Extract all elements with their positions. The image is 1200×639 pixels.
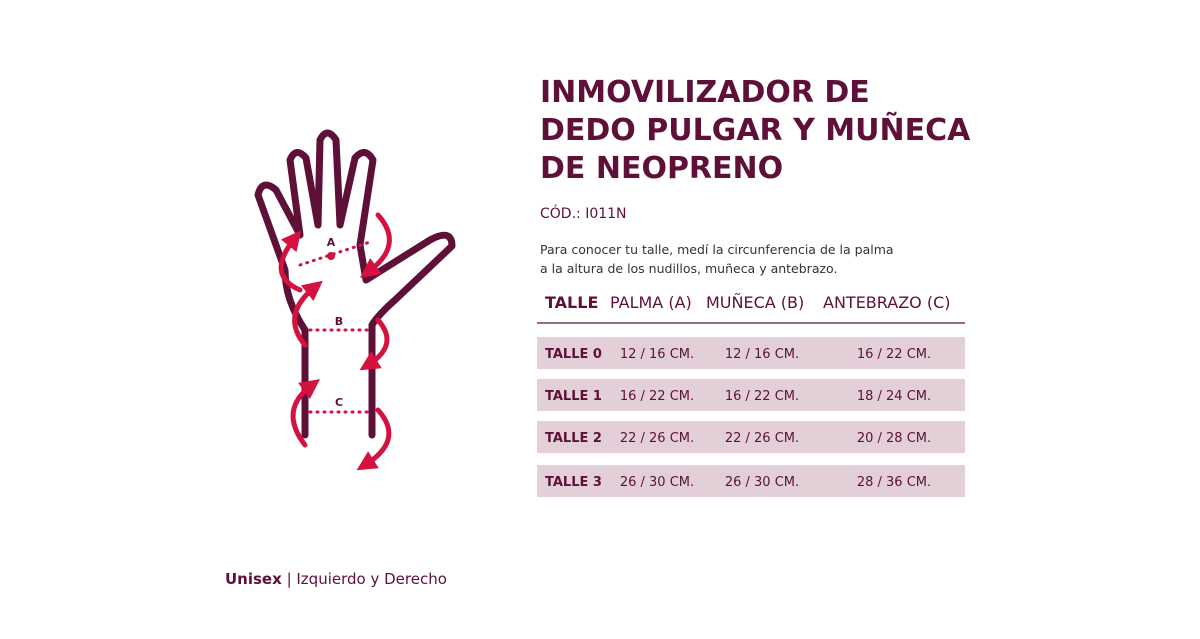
table-header: MUÑECA (B) (706, 293, 804, 312)
size-label: TALLE 1 (545, 389, 602, 404)
size-cell: 16 / 22 CM. (620, 389, 694, 404)
size-cell: 26 / 30 CM. (620, 475, 694, 490)
size-cell: 26 / 30 CM. (725, 475, 799, 490)
size-cell: 12 / 16 CM. (725, 347, 799, 362)
table-row (537, 379, 965, 411)
label-c: C (335, 396, 343, 409)
label-b: B (335, 315, 343, 328)
table-header: ANTEBRAZO (C) (823, 293, 950, 312)
size-cell: 16 / 22 CM. (857, 347, 931, 362)
table-header: PALMA (A) (610, 293, 692, 312)
title: INMOVILIZADOR DE (540, 75, 870, 110)
size-cell: 28 / 36 CM. (857, 475, 931, 490)
table-row (537, 421, 965, 453)
size-cell: 20 / 28 CM. (857, 431, 931, 446)
table-row (537, 337, 965, 369)
footer: Unisex | Izquierdo y Derecho (225, 570, 447, 588)
footer-bold: Unisex (225, 570, 282, 588)
table-row (537, 465, 965, 497)
description: Para conocer tu talle, medí la circunfer… (540, 242, 894, 257)
size-label: TALLE 2 (545, 431, 602, 446)
size-cell: 18 / 24 CM. (857, 389, 931, 404)
size-label: TALLE 3 (545, 475, 602, 490)
size-cell: 12 / 16 CM. (620, 347, 694, 362)
size-cell: 16 / 22 CM. (725, 389, 799, 404)
size-label: TALLE 0 (545, 347, 602, 362)
description: a la altura de los nudillos, muñeca y an… (540, 261, 837, 276)
table-header: TALLE (545, 293, 598, 312)
table-body: TALLE 0 12 / 16 CM. 12 / 16 CM. 16 / 22 CM.… (537, 337, 965, 497)
label-a: A (327, 236, 336, 249)
size-cell: 22 / 26 CM. (620, 431, 694, 446)
title: DE NEOPRENO (540, 151, 783, 186)
hand-illustration: A B C (254, 129, 456, 471)
size-cell: 22 / 26 CM. (725, 431, 799, 446)
title: DEDO PULGAR Y MUÑECA (540, 111, 971, 148)
footer-rest: | Izquierdo y Derecho (287, 570, 447, 588)
product-code: CÓD.: I011N (540, 204, 627, 222)
